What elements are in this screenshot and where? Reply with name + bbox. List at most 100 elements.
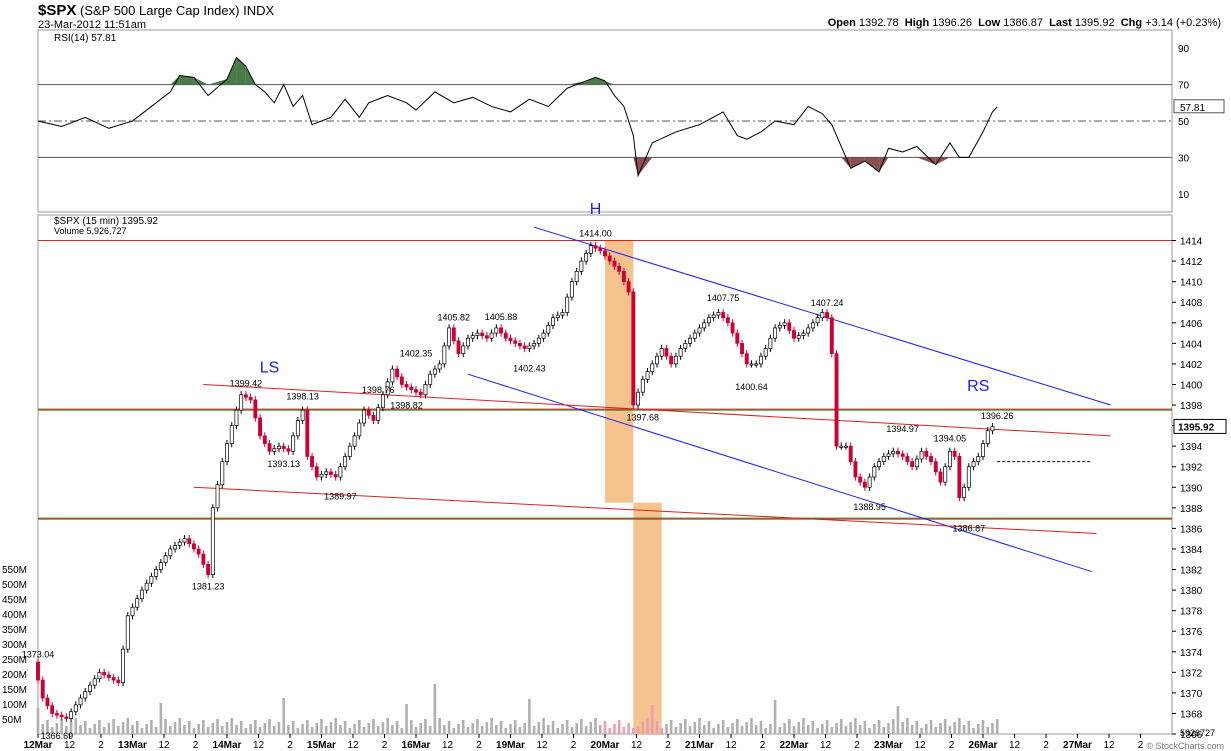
volume-bar	[811, 721, 815, 734]
price-point-label: 1393.13	[267, 459, 300, 469]
price-tick-label: 1386	[1180, 524, 1203, 535]
rsi-last-value-label: 57.81	[1180, 103, 1205, 114]
candle-body	[116, 679, 121, 683]
candle-body	[758, 355, 763, 365]
price-tick-label: 1366	[1180, 730, 1203, 741]
candle-body	[409, 386, 414, 390]
candle-body	[503, 332, 508, 339]
candle-body	[513, 340, 518, 344]
volume-bar	[953, 722, 956, 734]
candle-body	[376, 407, 381, 421]
volume-bar	[674, 727, 678, 734]
candle-body	[546, 325, 551, 334]
volume-bar	[428, 726, 432, 734]
volume-bar	[792, 726, 796, 734]
volume-bar	[787, 719, 791, 734]
volume-bar	[915, 721, 919, 734]
price-tick-label: 1412	[1180, 257, 1203, 268]
volume-bar	[754, 725, 758, 734]
volume-bar	[447, 721, 451, 734]
candle-body	[834, 353, 839, 447]
chart-datetime: 23-Mar-2012 11:51am	[38, 19, 147, 31]
volume-bar	[164, 719, 167, 734]
volume-bar	[83, 721, 87, 734]
volume-bar	[60, 719, 63, 734]
candle-body	[125, 615, 130, 650]
candle-body	[697, 327, 702, 334]
candle-body	[711, 314, 716, 319]
volume-bar	[183, 725, 186, 734]
x-tick-label: 14Mar	[213, 740, 242, 751]
candle-body	[957, 456, 962, 498]
candle-body	[981, 443, 985, 457]
candle-body	[702, 322, 707, 329]
candle-body	[206, 564, 211, 576]
volume-bar	[301, 724, 304, 734]
candle-body	[385, 381, 390, 396]
volume-bar	[112, 719, 115, 734]
candle-body	[645, 371, 650, 380]
volume-bar	[655, 721, 659, 734]
rsi-tick-label: 70	[1178, 81, 1190, 92]
rsi-panel	[37, 29, 1173, 213]
price-point-label: 1398.76	[362, 385, 395, 395]
rsi-oversold-fill	[841, 157, 851, 169]
candle-body	[777, 325, 782, 329]
volume-bar	[88, 728, 92, 734]
rsi-overbought-fill	[595, 77, 605, 85]
volume-bar	[211, 723, 215, 734]
volume-bar	[759, 721, 763, 734]
candle-body	[673, 355, 678, 365]
candle-body	[829, 317, 834, 354]
price-point-label: 1402.43	[513, 363, 546, 373]
candle-body	[97, 671, 102, 680]
volume-bar	[452, 728, 456, 734]
candle-body	[366, 409, 371, 416]
volume-bar	[882, 727, 886, 734]
volume-bar	[603, 721, 607, 734]
candle-body	[706, 317, 711, 324]
volume-bar	[660, 728, 663, 734]
volume-bar	[580, 719, 583, 734]
price-tick-label: 1370	[1180, 689, 1203, 700]
price-point-label: 1405.88	[485, 312, 518, 322]
volume-bar	[943, 719, 947, 734]
price-point-label: 1407.24	[811, 298, 844, 308]
volume-bar	[254, 720, 257, 734]
rsi-tick-label: 30	[1178, 153, 1190, 164]
last-value: 1395.92	[1074, 17, 1115, 29]
volume-bar	[598, 725, 602, 734]
volume-bar	[986, 727, 990, 734]
volume-bar	[495, 725, 498, 734]
candle-body	[319, 474, 324, 478]
candle-body	[877, 461, 882, 468]
candle-body	[395, 368, 400, 378]
volume-bar	[863, 721, 867, 734]
volume-bar	[925, 724, 928, 734]
volume-bar	[641, 722, 645, 734]
candle-body	[612, 260, 617, 267]
volume-bar	[244, 728, 248, 734]
volume-bar	[939, 723, 942, 734]
candle-body	[338, 466, 343, 478]
volume-bar	[669, 720, 673, 734]
volume-bar	[145, 724, 148, 734]
candle-body	[659, 348, 664, 357]
candle-body	[555, 314, 560, 319]
candle-body	[579, 260, 584, 272]
candle-body	[683, 343, 688, 349]
x-tick-label: 27Mar	[1063, 740, 1092, 751]
x-tick-label: 12	[725, 740, 737, 751]
price-point-label: 1407.75	[707, 293, 740, 303]
volume-bar	[263, 723, 267, 734]
x-tick-label: 2	[476, 740, 482, 751]
price-point-label: 1396.26	[981, 411, 1014, 421]
candle-body	[688, 337, 693, 344]
volume-bar	[405, 704, 408, 734]
volume-bar	[504, 728, 508, 734]
candle-body	[177, 541, 182, 546]
volume-bar	[291, 721, 295, 734]
volume-bar	[565, 720, 569, 734]
price-tick-label: 1392	[1180, 463, 1203, 474]
x-tick-label: 12	[253, 740, 265, 751]
